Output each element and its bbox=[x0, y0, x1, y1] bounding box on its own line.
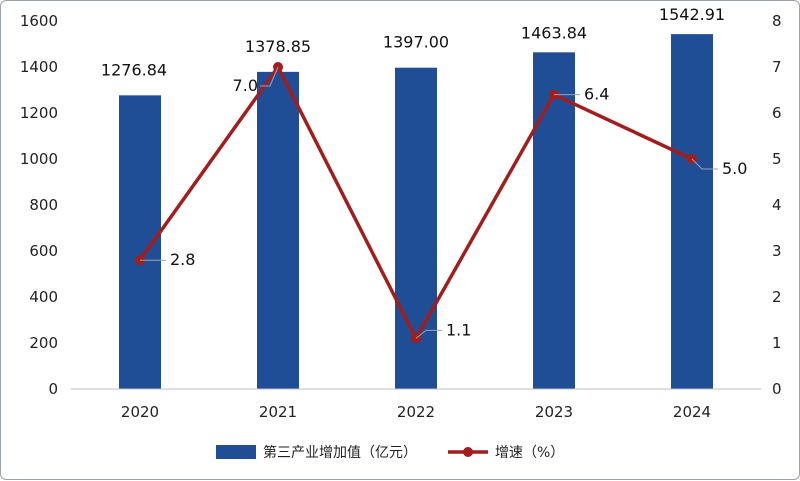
y-right-tick-label: 5 bbox=[772, 150, 782, 168]
line-data-label: 6.4 bbox=[584, 85, 609, 104]
y-left-tick-label: 1200 bbox=[20, 104, 58, 122]
y-left-tick-label: 0 bbox=[48, 380, 58, 398]
line-data-label: 2.8 bbox=[170, 250, 195, 269]
x-tick-label: 2023 bbox=[535, 403, 573, 421]
y-right-tick-label: 6 bbox=[772, 104, 782, 122]
bar-2023 bbox=[533, 52, 575, 389]
x-tick-label: 2024 bbox=[673, 403, 711, 421]
y-left-tick-label: 400 bbox=[29, 288, 58, 306]
x-tick-label: 2022 bbox=[397, 403, 435, 421]
y-left-tick-label: 800 bbox=[29, 196, 58, 214]
y-right-tick-label: 4 bbox=[772, 196, 782, 214]
leader-line bbox=[260, 66, 279, 87]
y-right-tick-label: 8 bbox=[772, 12, 782, 30]
y-left-tick-label: 200 bbox=[29, 334, 58, 352]
line-data-label: 7.0 bbox=[233, 76, 258, 95]
line-data-label: 5.0 bbox=[722, 159, 747, 178]
legend-swatch-marker bbox=[463, 447, 473, 457]
y-right-tick-label: 0 bbox=[772, 380, 782, 398]
y-left-tick-label: 1400 bbox=[20, 58, 58, 76]
bar-data-label: 1542.91 bbox=[659, 5, 725, 24]
bar-data-label: 1378.85 bbox=[245, 37, 311, 56]
legend-label-line: 增速（%） bbox=[495, 445, 564, 461]
y-left-tick-label: 1000 bbox=[20, 150, 58, 168]
x-tick-label: 2021 bbox=[259, 403, 297, 421]
y-left-tick-label: 1600 bbox=[20, 12, 58, 30]
bar-data-label: 1276.84 bbox=[101, 60, 167, 79]
legend-swatch-bar bbox=[216, 445, 256, 459]
bar-data-label: 1463.84 bbox=[521, 23, 587, 42]
y-right-tick-label: 2 bbox=[772, 288, 782, 306]
bar-data-label: 1397.00 bbox=[383, 33, 449, 52]
leader-line bbox=[691, 158, 718, 170]
bar-2021 bbox=[257, 71, 299, 389]
line-data-label: 1.1 bbox=[446, 320, 471, 339]
y-left-tick-label: 600 bbox=[29, 242, 58, 260]
bar-2024 bbox=[671, 34, 713, 389]
y-right-tick-label: 7 bbox=[772, 58, 782, 76]
x-tick-label: 2020 bbox=[121, 403, 159, 421]
legend-label-bar: 第三产业增加值（亿元） bbox=[263, 444, 417, 461]
y-right-tick-label: 3 bbox=[772, 242, 782, 260]
leader-line bbox=[415, 329, 442, 339]
y-right-tick-label: 1 bbox=[772, 334, 782, 352]
